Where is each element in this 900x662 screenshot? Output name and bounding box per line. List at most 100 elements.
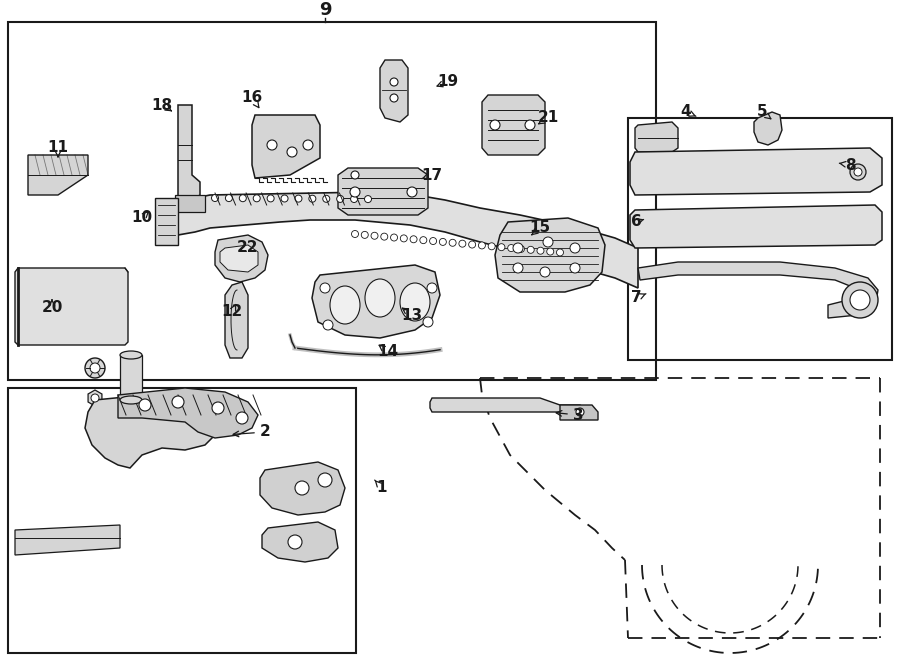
Circle shape <box>295 195 302 202</box>
Text: 8: 8 <box>845 158 855 173</box>
Circle shape <box>371 232 378 239</box>
Bar <box>28 318 42 328</box>
Circle shape <box>556 249 563 256</box>
Bar <box>88 318 102 328</box>
Circle shape <box>525 120 535 130</box>
Polygon shape <box>635 122 678 152</box>
Bar <box>798 215 834 237</box>
Polygon shape <box>638 262 878 318</box>
Circle shape <box>287 147 297 157</box>
Bar <box>628 118 892 360</box>
Circle shape <box>350 187 360 197</box>
Polygon shape <box>252 115 320 178</box>
Polygon shape <box>225 282 248 358</box>
Circle shape <box>570 243 580 253</box>
Bar <box>68 318 82 328</box>
Circle shape <box>303 140 313 150</box>
Bar <box>88 278 102 288</box>
Bar <box>750 160 788 182</box>
Polygon shape <box>754 112 782 145</box>
Circle shape <box>351 171 359 179</box>
Circle shape <box>423 317 433 327</box>
Circle shape <box>381 233 388 240</box>
Circle shape <box>469 241 475 248</box>
Text: 21: 21 <box>537 111 559 126</box>
Polygon shape <box>28 155 88 195</box>
Polygon shape <box>85 395 218 468</box>
Text: 13: 13 <box>401 308 423 322</box>
Bar <box>28 278 42 288</box>
Text: 15: 15 <box>529 220 551 236</box>
Polygon shape <box>165 192 638 288</box>
Circle shape <box>479 242 485 249</box>
Circle shape <box>90 363 100 373</box>
Circle shape <box>513 263 523 273</box>
Circle shape <box>337 195 344 203</box>
Polygon shape <box>215 235 268 282</box>
Text: 18: 18 <box>151 97 173 113</box>
Circle shape <box>439 238 446 246</box>
Bar <box>845 215 881 237</box>
Text: 3: 3 <box>572 408 583 422</box>
Circle shape <box>390 78 398 86</box>
Bar <box>700 160 738 182</box>
Polygon shape <box>260 462 345 515</box>
Circle shape <box>842 282 878 318</box>
Circle shape <box>85 358 105 378</box>
Bar <box>748 215 784 237</box>
Polygon shape <box>15 525 120 555</box>
Polygon shape <box>560 405 598 420</box>
Circle shape <box>400 235 408 242</box>
Polygon shape <box>630 148 882 195</box>
Text: 7: 7 <box>631 291 642 305</box>
Circle shape <box>546 248 554 255</box>
Text: 16: 16 <box>241 91 263 105</box>
Circle shape <box>281 195 288 202</box>
Circle shape <box>239 195 247 202</box>
Circle shape <box>540 267 550 277</box>
Circle shape <box>172 396 184 408</box>
Text: 20: 20 <box>41 301 63 316</box>
Polygon shape <box>175 195 205 212</box>
Circle shape <box>225 195 232 202</box>
Circle shape <box>288 535 302 549</box>
Ellipse shape <box>120 351 142 359</box>
Circle shape <box>323 320 333 330</box>
Text: 4: 4 <box>680 105 691 120</box>
Bar <box>48 278 62 288</box>
Circle shape <box>449 239 456 246</box>
Ellipse shape <box>365 279 395 317</box>
Polygon shape <box>338 168 428 215</box>
Bar <box>698 215 734 237</box>
Text: 22: 22 <box>238 240 259 256</box>
Bar <box>68 278 82 288</box>
Circle shape <box>253 195 260 202</box>
Circle shape <box>850 290 870 310</box>
Circle shape <box>212 195 219 201</box>
Circle shape <box>267 195 274 202</box>
Circle shape <box>570 263 580 273</box>
Polygon shape <box>312 265 440 338</box>
Circle shape <box>576 408 584 416</box>
Circle shape <box>410 236 417 243</box>
Bar <box>648 160 686 182</box>
Bar <box>120 355 142 400</box>
Circle shape <box>267 140 277 150</box>
Polygon shape <box>155 198 178 245</box>
Circle shape <box>518 246 525 252</box>
Text: 6: 6 <box>631 214 642 230</box>
Bar <box>8 388 356 653</box>
Text: 12: 12 <box>221 305 243 320</box>
Bar <box>8 22 656 380</box>
Circle shape <box>91 394 99 402</box>
Text: 14: 14 <box>377 344 399 359</box>
Circle shape <box>323 195 329 203</box>
Circle shape <box>527 246 535 254</box>
Circle shape <box>543 237 553 247</box>
Polygon shape <box>482 95 545 155</box>
Circle shape <box>352 230 358 238</box>
Bar <box>48 298 62 308</box>
Bar <box>28 298 42 308</box>
Text: 9: 9 <box>319 1 331 19</box>
Text: 19: 19 <box>437 75 459 89</box>
